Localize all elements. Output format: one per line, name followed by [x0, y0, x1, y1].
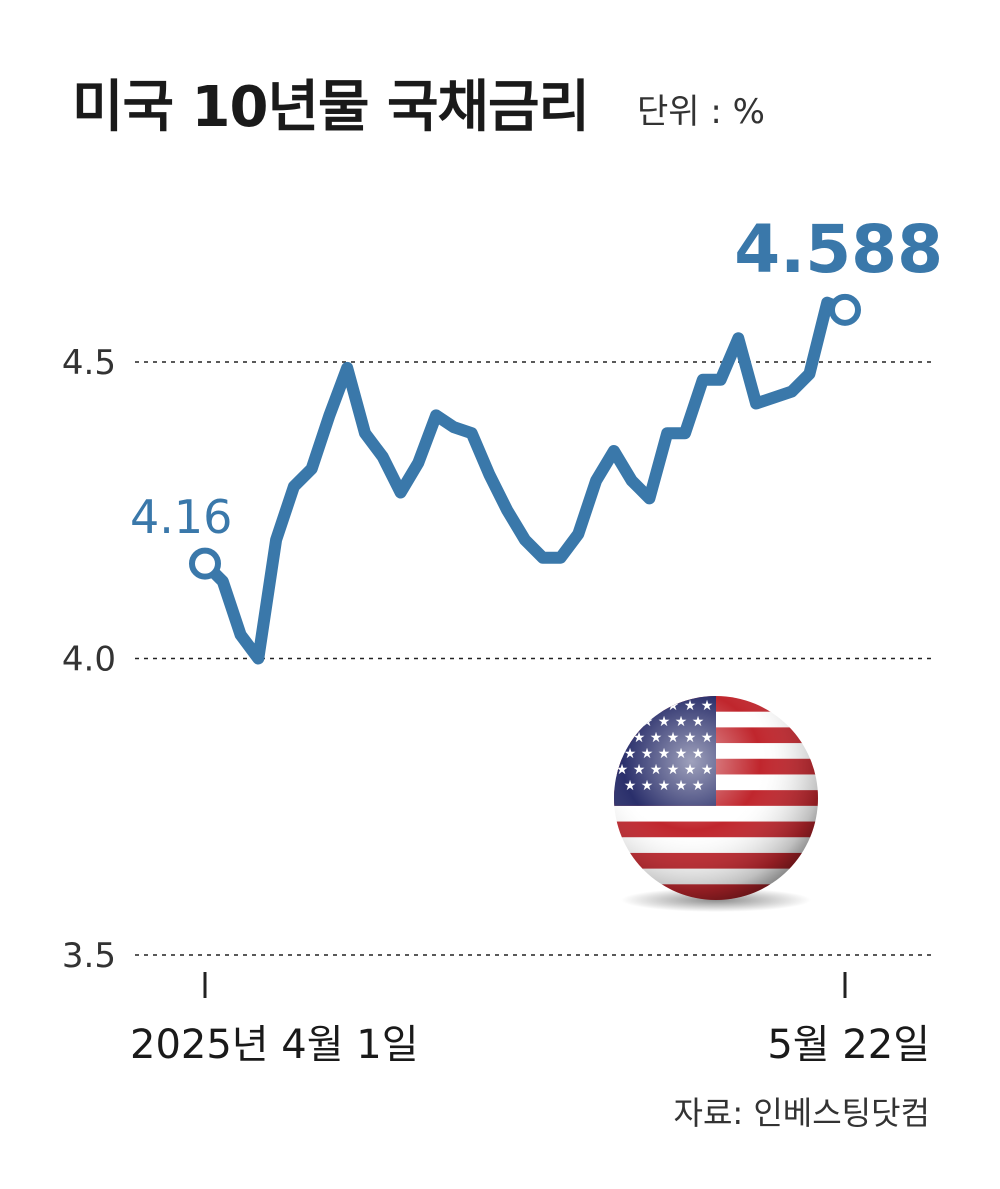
x-start-label: 2025년 4월 1일: [130, 1022, 419, 1068]
series-line: [199, 296, 851, 665]
y-tick-label: 4.5: [62, 343, 116, 383]
us-flag-sphere-icon: ★★★★★★★★★★★★★★★★★★★★★★★★★★★★★★★★★: [614, 696, 818, 912]
end-marker: [829, 293, 861, 326]
flag-star: ★: [616, 730, 629, 746]
chart-title: 미국 10년물 국채금리: [72, 75, 590, 140]
series-markers: 4.16 4.588: [130, 211, 943, 580]
unit-label: 단위 : %: [637, 92, 765, 132]
grid-lines: [135, 361, 935, 956]
y-tick-labels: 3.5 4.0 4.5: [62, 343, 116, 976]
x-end-label: 5월 22일: [767, 1022, 930, 1068]
source-note: 자료: 인베스팅닷컴: [673, 1094, 930, 1132]
flag-star: ★: [650, 698, 663, 714]
start-value-label: 4.16: [130, 490, 232, 544]
end-value-label: 4.588: [734, 211, 943, 288]
flag-star: ★: [624, 714, 637, 730]
flag-star: ★: [616, 698, 629, 714]
x-axis: 2025년 4월 1일 5월 22일: [130, 972, 930, 1068]
y-tick-label: 4.0: [62, 640, 116, 680]
flag-star: ★: [633, 698, 646, 714]
start-marker: [189, 547, 221, 580]
y-tick-label: 3.5: [62, 936, 116, 976]
